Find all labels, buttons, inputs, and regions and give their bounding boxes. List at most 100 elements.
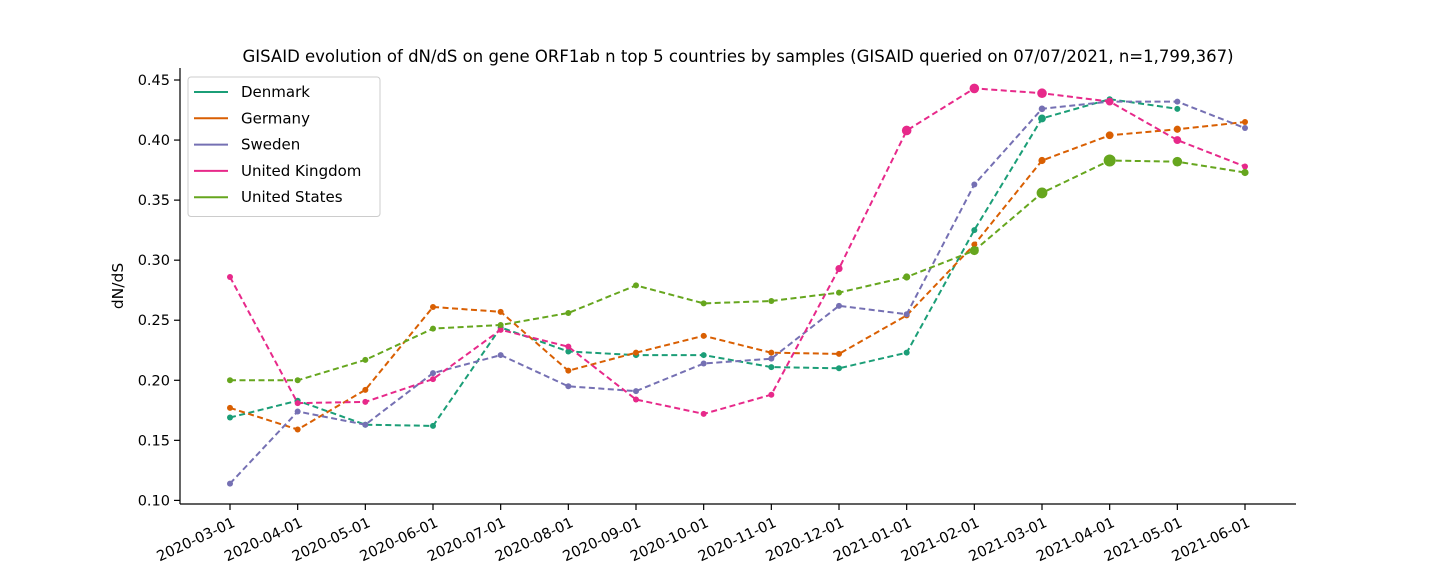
data-point[interactable] [227,377,233,384]
legend: Denmark Germany Sweden United Kingdom United… [187,76,381,217]
data-point[interactable] [497,308,504,315]
data-point[interactable] [294,400,301,407]
data-point[interactable] [497,352,504,359]
data-point[interactable] [227,273,233,280]
data-point[interactable] [1037,88,1047,99]
series-united-kingdom [227,83,1248,417]
data-point[interactable] [969,83,980,94]
data-point[interactable] [565,367,572,374]
data-point[interactable] [700,360,707,367]
data-point[interactable] [903,349,910,356]
data-point[interactable] [901,125,912,136]
data-point[interactable] [430,370,436,377]
series-line [229,121,1246,431]
data-point[interactable] [633,396,639,403]
data-point[interactable] [227,480,233,487]
data-point[interactable] [971,227,978,234]
data-point[interactable] [633,349,639,356]
data-point[interactable] [362,386,369,393]
data-point[interactable] [565,348,572,355]
data-point[interactable] [768,349,775,356]
data-point[interactable] [971,241,978,248]
data-point[interactable] [836,289,842,296]
legend-item[interactable]: Sweden [194,136,300,154]
legend-item[interactable]: Germany [194,109,310,127]
data-point[interactable] [836,350,842,357]
data-point[interactable] [768,298,775,305]
series-sweden [227,98,1248,487]
data-point[interactable] [362,398,369,405]
data-point[interactable] [1038,105,1046,113]
series-layer [227,83,1249,487]
data-point[interactable] [700,352,707,359]
data-point[interactable] [1173,136,1182,144]
data-point[interactable] [633,388,639,395]
y-tick-label: 0.10 [138,493,170,509]
legend-label: United States [241,188,343,206]
legend-item[interactable]: Denmark [194,83,310,101]
data-point[interactable] [430,304,436,311]
data-point[interactable] [835,264,843,273]
data-point[interactable] [969,246,979,256]
y-axis-label: dN/dS [109,263,127,309]
legend-item[interactable]: United Kingdom [194,162,361,180]
data-point[interactable] [903,273,911,281]
data-point[interactable] [1038,156,1046,165]
data-point[interactable] [1103,154,1116,167]
data-point[interactable] [362,421,369,428]
legend-label: Denmark [241,83,310,101]
data-point[interactable] [836,365,842,372]
data-point[interactable] [430,376,436,383]
data-point[interactable] [1172,156,1183,167]
y-tick-label: 0.35 [138,193,170,209]
data-point[interactable] [1242,125,1248,132]
data-point[interactable] [430,422,436,429]
data-point[interactable] [430,325,436,332]
data-point[interactable] [1173,125,1181,133]
data-point[interactable] [1174,105,1181,112]
legend-item[interactable]: United States [194,188,343,206]
chart-title: GISAID evolution of dN/dS on gene ORF1ab… [242,47,1233,66]
data-point[interactable] [1174,98,1181,105]
data-point[interactable] [700,410,707,417]
data-point[interactable] [227,404,233,411]
data-point[interactable] [294,408,301,415]
series-united-states [227,154,1249,384]
data-point[interactable] [362,356,369,363]
data-point[interactable] [1241,168,1249,177]
series-line [229,100,1246,485]
data-point[interactable] [565,310,572,317]
data-point[interactable] [768,355,775,362]
data-point[interactable] [633,282,639,289]
data-point[interactable] [294,377,301,384]
data-point[interactable] [700,300,707,307]
data-point[interactable] [1038,114,1046,123]
y-tick-label: 0.25 [138,313,170,329]
data-point[interactable] [565,383,572,390]
data-point[interactable] [1242,119,1248,126]
data-point[interactable] [1105,131,1114,140]
data-point[interactable] [1036,187,1048,199]
legend-label: Germany [241,109,310,127]
data-point[interactable] [1105,97,1114,106]
legend-frame [187,76,381,217]
data-point[interactable] [497,322,504,329]
data-point[interactable] [768,391,775,398]
data-point[interactable] [971,181,978,188]
data-point[interactable] [294,426,301,433]
data-point[interactable] [700,332,707,339]
y-tick-label: 0.45 [138,73,170,89]
y-tick-label: 0.40 [138,133,170,149]
series-line [229,87,1246,415]
data-point[interactable] [497,326,504,333]
x-tick-label: 2021-06-01 [1170,515,1253,565]
data-point[interactable] [227,414,233,421]
data-point[interactable] [1242,163,1248,170]
series-line [230,159,1246,382]
data-point[interactable] [768,364,775,371]
data-point[interactable] [903,311,910,318]
legend-label: Sweden [241,136,300,154]
data-point[interactable] [565,343,572,350]
data-point[interactable] [836,302,842,309]
